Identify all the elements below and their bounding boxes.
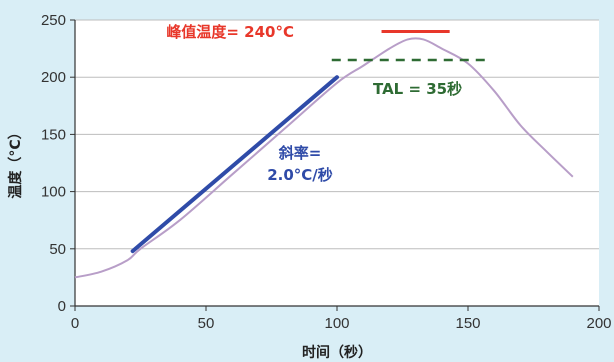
plot-background	[75, 20, 599, 306]
y-tick-label-50: 50	[49, 241, 66, 258]
x-tick-label-100: 100	[324, 315, 349, 332]
x-tick-label-150: 150	[455, 315, 480, 332]
y-tick-label-100: 100	[41, 184, 66, 201]
axes: 0 50 100 150 200 250 0 50 100 150 200	[41, 12, 612, 332]
peak-temp-label: 峰值温度= 240°C	[166, 23, 294, 41]
slope-label-line1: 斜率=	[278, 144, 322, 162]
y-tick-label-250: 250	[41, 12, 66, 29]
y-tick-label-200: 200	[41, 69, 66, 86]
y-tick-label-150: 150	[41, 126, 66, 143]
slope-line	[130, 75, 339, 254]
x-tick-label-50: 50	[198, 315, 215, 332]
annotations	[130, 29, 489, 254]
x-tick-label-0: 0	[71, 315, 79, 332]
x-axis-title: 时间（秒）	[302, 344, 372, 361]
tal-label: TAL = 35秒	[373, 80, 462, 98]
slope-label-line2: 2.0°C/秒	[267, 166, 333, 184]
grid	[75, 19, 599, 306]
y-tick-label-0: 0	[58, 298, 66, 315]
x-tick-label-200: 200	[586, 315, 611, 332]
y-axis-title: 温度（°C）	[7, 125, 24, 198]
